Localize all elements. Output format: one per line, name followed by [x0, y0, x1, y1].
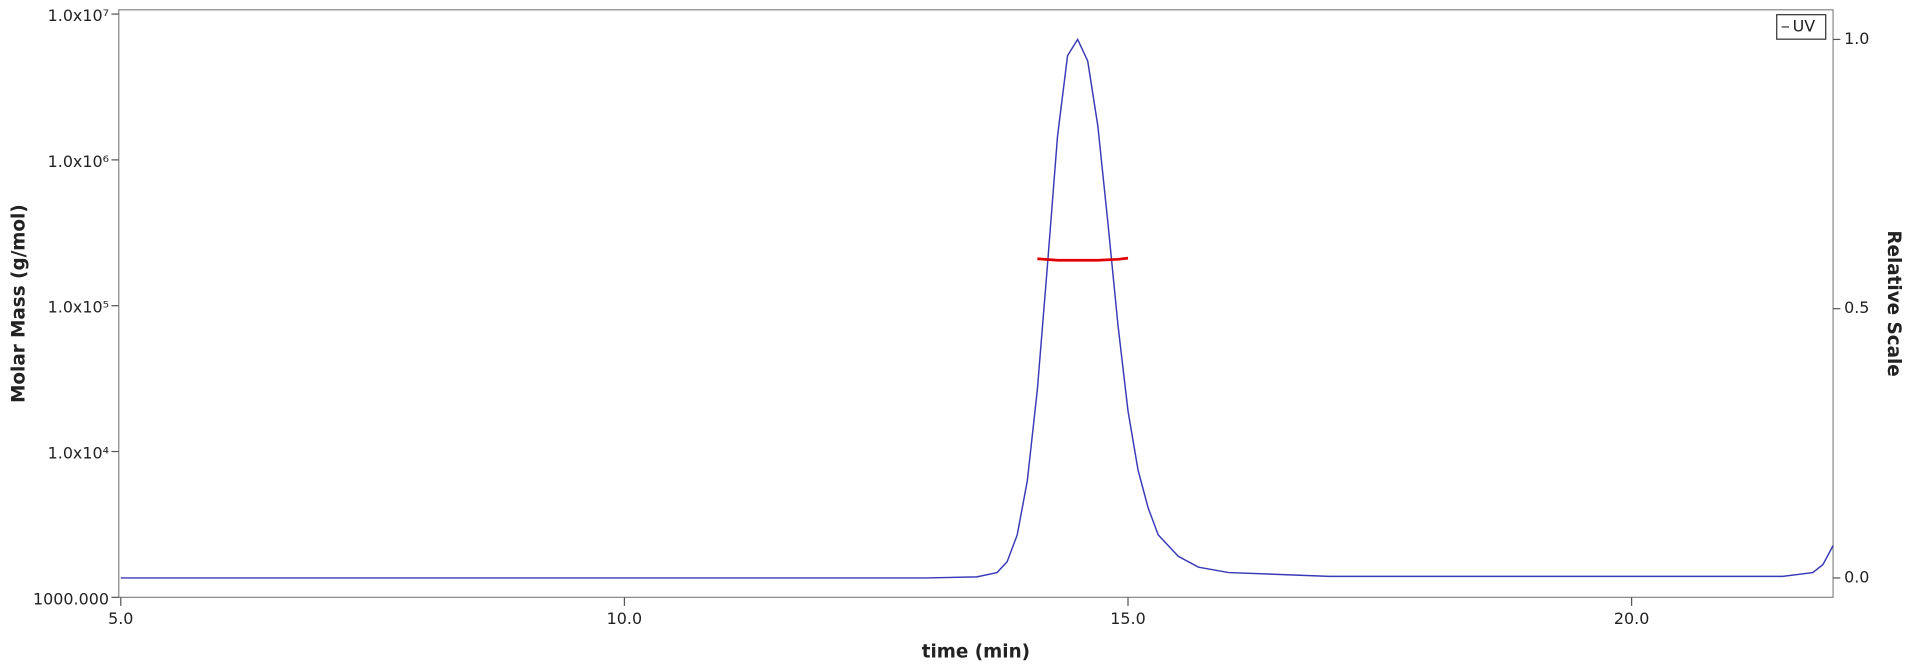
y-tick-label: 1000.000 [33, 589, 109, 608]
y2-axis-title: Relative Scale [1883, 230, 1904, 376]
y-tick-label: 1.0x10⁷ [48, 6, 109, 25]
x-axis-title: time (min) [922, 641, 1030, 662]
legend-label: UV [1793, 16, 1816, 35]
y-tick-label: 1.0x10⁶ [48, 152, 109, 171]
y-tick-label: 1.0x10⁵ [48, 298, 109, 317]
y-tick-label: 1.0x10⁴ [48, 443, 109, 462]
x-tick-label: 10.0 [607, 609, 642, 628]
x-tick-label: 20.0 [1614, 609, 1649, 628]
y2-tick-label: 0.5 [1844, 298, 1869, 317]
x-tick-label: 5.0 [108, 609, 133, 628]
plot-frame [118, 9, 1834, 598]
x-tick-label: 15.0 [1110, 609, 1145, 628]
series-line [1037, 256, 1129, 262]
series-line [120, 37, 1834, 579]
y2-tick-label: 1.0 [1844, 29, 1869, 48]
y-axis-title: Molar Mass (g/mol) [9, 204, 30, 403]
y2-tick-label: 0.0 [1844, 567, 1869, 586]
